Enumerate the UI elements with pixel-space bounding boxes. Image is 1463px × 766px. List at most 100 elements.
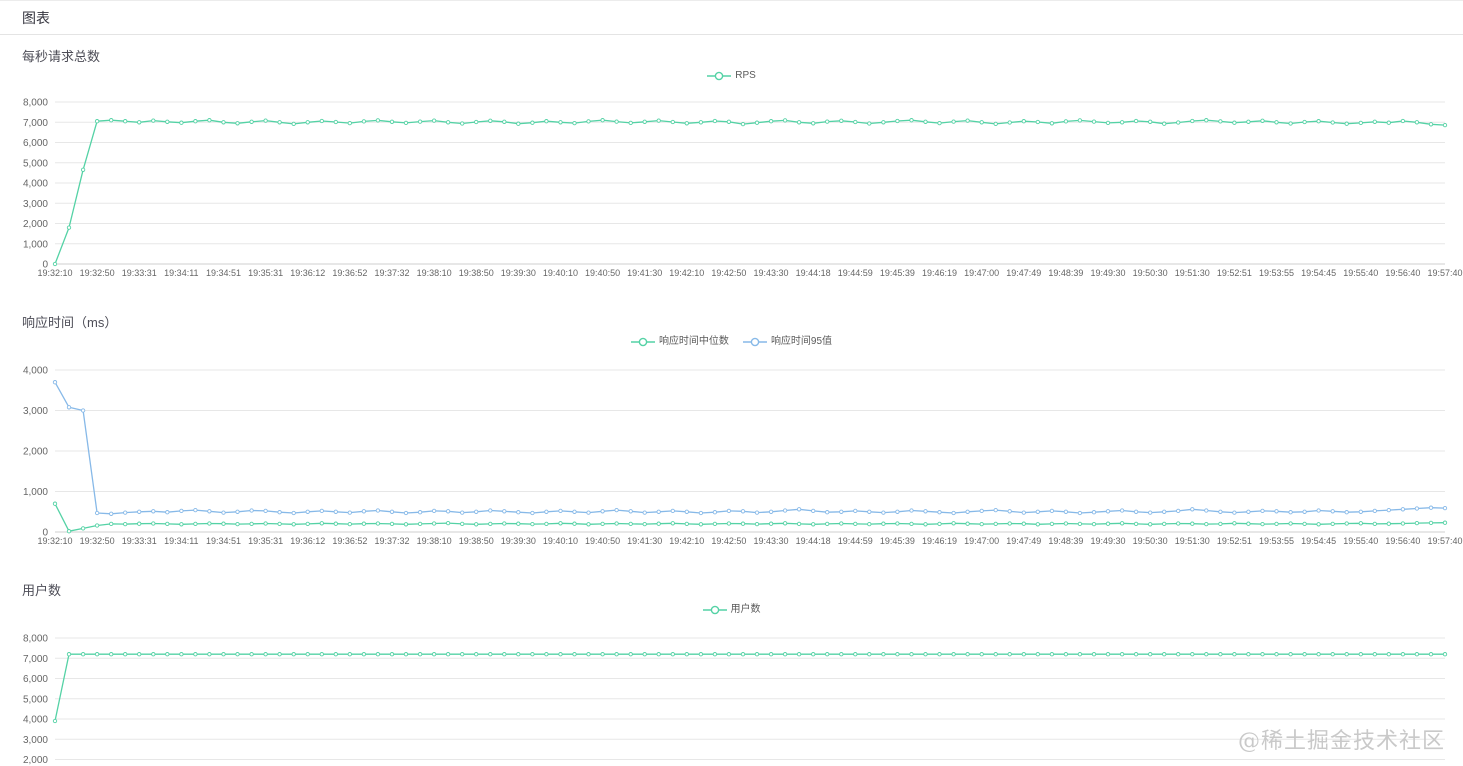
legend-users: 用户数 xyxy=(0,603,1463,617)
svg-text:6,000: 6,000 xyxy=(23,674,48,685)
svg-text:19:52:51: 19:52:51 xyxy=(1217,268,1252,278)
svg-text:19:52:51: 19:52:51 xyxy=(1217,536,1252,546)
svg-text:19:38:10: 19:38:10 xyxy=(417,536,452,546)
svg-text:4,000: 4,000 xyxy=(23,179,48,190)
svg-text:5,000: 5,000 xyxy=(23,694,48,705)
svg-text:19:32:50: 19:32:50 xyxy=(80,536,115,546)
svg-text:19:47:49: 19:47:49 xyxy=(1006,268,1041,278)
svg-text:5,000: 5,000 xyxy=(23,158,48,169)
chart-canvas-response-time: 0 1,000 2,000 3,000 4,000 19:32:10 19:32:50 19:… xyxy=(23,366,1463,547)
svg-text:19:37:32: 19:37:32 xyxy=(374,268,409,278)
legend-rps: RPS xyxy=(0,69,1463,83)
svg-text:0: 0 xyxy=(42,260,48,271)
chart-canvas-rps: 0 1,000 2,000 3,000 4,000 5,000 6,000 7,000 8,00… xyxy=(23,98,1463,279)
svg-text:19:42:50: 19:42:50 xyxy=(711,268,746,278)
svg-text:19:45:39: 19:45:39 xyxy=(880,268,915,278)
svg-text:1,000: 1,000 xyxy=(23,239,48,250)
svg-text:19:36:12: 19:36:12 xyxy=(290,268,325,278)
svg-text:19:33:31: 19:33:31 xyxy=(122,268,157,278)
legend-item-用户数[interactable]: 用户数 xyxy=(702,604,761,616)
svg-text:19:44:18: 19:44:18 xyxy=(796,536,831,546)
svg-text:19:55:40: 19:55:40 xyxy=(1343,536,1378,546)
svg-text:19:57:40: 19:57:40 xyxy=(1427,268,1462,278)
svg-text:19:35:31: 19:35:31 xyxy=(248,536,283,546)
legend-label: 响应时间95值 xyxy=(770,336,833,347)
svg-text:19:38:10: 19:38:10 xyxy=(417,268,452,278)
svg-text:19:47:00: 19:47:00 xyxy=(964,536,999,546)
legend-label: 响应时间中位数 xyxy=(658,336,729,347)
svg-text:2,000: 2,000 xyxy=(23,219,48,230)
svg-text:19:49:30: 19:49:30 xyxy=(1091,268,1126,278)
legend-line-marker-icon xyxy=(630,337,655,347)
svg-text:19:40:10: 19:40:10 xyxy=(543,268,578,278)
svg-text:19:34:11: 19:34:11 xyxy=(164,268,198,278)
legend-label: RPS xyxy=(735,70,756,81)
legend-label: 用户数 xyxy=(730,604,761,615)
svg-text:19:38:50: 19:38:50 xyxy=(459,536,494,546)
svg-text:19:50:30: 19:50:30 xyxy=(1133,268,1168,278)
svg-text:19:39:30: 19:39:30 xyxy=(501,536,536,546)
svg-text:19:46:19: 19:46:19 xyxy=(922,536,957,546)
svg-text:19:34:11: 19:34:11 xyxy=(164,536,198,546)
svg-text:19:56:40: 19:56:40 xyxy=(1385,268,1420,278)
svg-text:4,000: 4,000 xyxy=(23,715,48,726)
svg-text:19:34:51: 19:34:51 xyxy=(206,268,241,278)
svg-text:19:51:30: 19:51:30 xyxy=(1175,536,1210,546)
svg-text:19:33:31: 19:33:31 xyxy=(122,536,157,546)
svg-text:19:42:10: 19:42:10 xyxy=(669,536,704,546)
legend-item-响应时间中位数[interactable]: 响应时间中位数 xyxy=(630,336,729,348)
svg-text:19:44:59: 19:44:59 xyxy=(838,536,873,546)
svg-text:7,000: 7,000 xyxy=(23,654,48,665)
svg-text:19:49:30: 19:49:30 xyxy=(1091,536,1126,546)
svg-text:19:36:52: 19:36:52 xyxy=(332,268,367,278)
svg-text:4,000: 4,000 xyxy=(23,366,48,377)
svg-text:8,000: 8,000 xyxy=(23,634,48,645)
svg-text:8,000: 8,000 xyxy=(23,98,48,109)
svg-text:19:40:50: 19:40:50 xyxy=(585,268,620,278)
legend-line-marker-icon xyxy=(702,605,727,615)
chart-section-rps: 每秒请求总数 RPS 0 1,000 2,000 3,000 4,000 5,000 6,0… xyxy=(0,49,1463,285)
svg-text:19:42:10: 19:42:10 xyxy=(669,268,704,278)
svg-text:19:43:30: 19:43:30 xyxy=(754,536,789,546)
svg-text:19:32:10: 19:32:10 xyxy=(37,268,72,278)
svg-text:19:57:40: 19:57:40 xyxy=(1427,536,1462,546)
svg-text:19:47:49: 19:47:49 xyxy=(1006,536,1041,546)
svg-text:19:40:10: 19:40:10 xyxy=(543,536,578,546)
svg-text:19:47:00: 19:47:00 xyxy=(964,268,999,278)
svg-text:19:56:40: 19:56:40 xyxy=(1385,536,1420,546)
svg-text:19:46:19: 19:46:19 xyxy=(922,268,957,278)
svg-text:3,000: 3,000 xyxy=(23,406,48,417)
svg-text:19:42:50: 19:42:50 xyxy=(711,536,746,546)
svg-text:0: 0 xyxy=(42,528,48,539)
svg-text:19:44:18: 19:44:18 xyxy=(796,268,831,278)
svg-text:19:34:51: 19:34:51 xyxy=(206,536,241,546)
legend-response-time: 响应时间中位数 响应时间95值 xyxy=(0,335,1463,349)
chart-canvas-users: 01,0002,0003,0004,0005,0006,0007,0008,00… xyxy=(23,634,1448,766)
svg-text:3,000: 3,000 xyxy=(23,735,48,746)
svg-text:2,000: 2,000 xyxy=(23,447,48,458)
legend-item-响应时间95值[interactable]: 响应时间95值 xyxy=(742,336,833,348)
svg-text:19:37:32: 19:37:32 xyxy=(374,536,409,546)
svg-text:19:45:39: 19:45:39 xyxy=(880,536,915,546)
svg-text:19:50:30: 19:50:30 xyxy=(1133,536,1168,546)
svg-text:6,000: 6,000 xyxy=(23,138,48,149)
page-header: 图表 xyxy=(0,1,1463,35)
svg-text:19:36:52: 19:36:52 xyxy=(332,536,367,546)
svg-text:19:54:45: 19:54:45 xyxy=(1301,268,1336,278)
svg-text:19:48:39: 19:48:39 xyxy=(1048,268,1083,278)
svg-text:19:53:55: 19:53:55 xyxy=(1259,268,1294,278)
legend-item-RPS[interactable]: RPS xyxy=(707,70,756,82)
svg-text:3,000: 3,000 xyxy=(23,199,48,210)
svg-text:1,000: 1,000 xyxy=(23,487,48,498)
svg-text:19:38:50: 19:38:50 xyxy=(459,268,494,278)
svg-text:19:35:31: 19:35:31 xyxy=(248,268,283,278)
svg-text:19:36:12: 19:36:12 xyxy=(290,536,325,546)
chart-section-response-time: 响应时间（ms） 响应时间中位数 响应时间95值 0 1,000 2,000 3,000… xyxy=(0,315,1463,553)
svg-text:19:39:30: 19:39:30 xyxy=(501,268,536,278)
chart-title-users: 用户数 xyxy=(22,583,62,598)
legend-line-marker-icon xyxy=(742,337,767,347)
svg-text:19:40:50: 19:40:50 xyxy=(585,536,620,546)
svg-text:19:41:30: 19:41:30 xyxy=(627,536,662,546)
svg-text:19:44:59: 19:44:59 xyxy=(838,268,873,278)
svg-text:19:53:55: 19:53:55 xyxy=(1259,536,1294,546)
